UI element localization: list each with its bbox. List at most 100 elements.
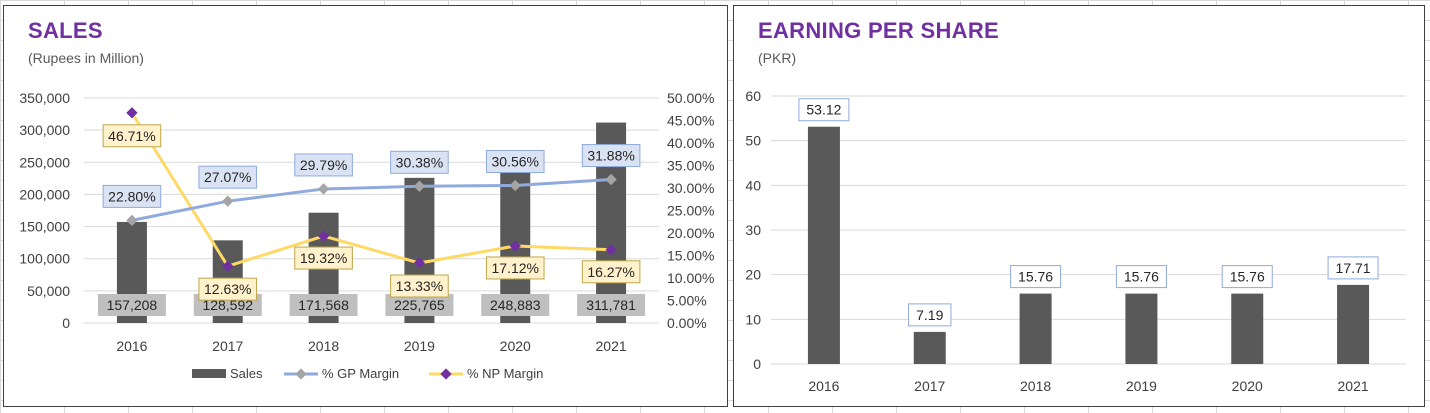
np-margin-marker bbox=[222, 260, 234, 272]
y2-tick-label: 25.00% bbox=[667, 203, 714, 219]
np-margin-marker bbox=[126, 107, 138, 119]
y2-tick-label: 10.00% bbox=[667, 270, 714, 286]
np-data-label: 12.63% bbox=[204, 281, 251, 297]
np-margin-marker bbox=[509, 240, 521, 252]
eps-data-label: 15.76 bbox=[1230, 269, 1265, 285]
y-tick-label: 10 bbox=[745, 311, 761, 327]
gp-data-label-box bbox=[198, 165, 258, 189]
np-data-label-box bbox=[581, 260, 641, 284]
y-tick-label: 50,000 bbox=[27, 283, 70, 299]
y2-tick-label: 50.00% bbox=[667, 90, 714, 106]
gp-data-label: 27.07% bbox=[204, 169, 251, 185]
gp-margin-marker bbox=[222, 195, 234, 207]
y-tick-label: 40 bbox=[745, 177, 761, 193]
x-tick-label: 2016 bbox=[808, 378, 839, 394]
y-tick-label: 150,000 bbox=[19, 219, 70, 235]
x-tick-label: 2018 bbox=[1020, 378, 1051, 394]
gp-margin-marker bbox=[509, 179, 521, 192]
eps-bar bbox=[1337, 284, 1370, 364]
eps-bar bbox=[1019, 293, 1052, 364]
eps-chart-plot: 0 10 20 30 40 50 60 2016 2017 2018 2019 2020 2021 53.… bbox=[745, 88, 1406, 394]
np-margin-marker bbox=[413, 257, 426, 269]
sales-data-label: 225,765 bbox=[394, 297, 445, 313]
sales-chart-panel[interactable]: SALES (Rupees in Million) 0 50,000 100,000… bbox=[3, 5, 728, 407]
eps-chart-panel[interactable]: EARNING PER SHARE (PKR) 0 10 20 30 40 50 60 201… bbox=[733, 5, 1425, 407]
gp-data-label-box bbox=[102, 184, 162, 208]
gp-margin-marker bbox=[413, 180, 426, 192]
gp-data-label-box bbox=[390, 150, 449, 174]
np-margin-line bbox=[130, 112, 612, 268]
eps-bar bbox=[1231, 293, 1264, 364]
eps-data-label-box bbox=[1010, 265, 1062, 289]
np-margin-marker bbox=[317, 230, 330, 242]
gp-data-label: 31.88% bbox=[587, 148, 634, 164]
legend-gp-label: % GP Margin bbox=[322, 366, 399, 381]
x-tick-label: 2017 bbox=[212, 338, 243, 354]
eps-bar bbox=[807, 126, 840, 364]
sales-chart-title: SALES bbox=[28, 18, 103, 43]
np-data-label: 17.12% bbox=[492, 260, 539, 276]
eps-data-label-box bbox=[1115, 265, 1167, 289]
legend-gp-marker bbox=[295, 368, 307, 380]
x-tick-label: 2019 bbox=[1126, 378, 1157, 394]
sales-label-box bbox=[97, 294, 166, 316]
y-tick-label: 100,000 bbox=[19, 251, 70, 267]
gp-data-label: 22.80% bbox=[108, 188, 155, 204]
sales-label-box bbox=[577, 294, 646, 316]
gp-margin-marker bbox=[605, 173, 617, 186]
legend-np-label: % NP Margin bbox=[467, 366, 543, 381]
sales-label-box bbox=[289, 294, 358, 316]
eps-bar bbox=[913, 331, 946, 364]
x-tick-label: 2019 bbox=[404, 338, 435, 354]
np-margin-marker bbox=[605, 244, 617, 256]
y-tick-label: 300,000 bbox=[19, 122, 70, 138]
sales-chart-plot: 0 50,000 100,000 150,000 200,000 250,000 300,0… bbox=[19, 90, 714, 381]
gp-data-label-box bbox=[485, 149, 545, 173]
y-tick-label: 20 bbox=[745, 267, 761, 283]
sales-data-label: 311,781 bbox=[586, 297, 636, 313]
y-tick-label: 0 bbox=[62, 315, 70, 331]
sales-data-label: 157,208 bbox=[107, 297, 158, 313]
gp-data-label: 30.38% bbox=[396, 154, 443, 170]
y2-tick-label: 20.00% bbox=[667, 225, 714, 241]
eps-data-label: 15.76 bbox=[1018, 269, 1053, 285]
gp-margin-marker bbox=[317, 183, 330, 195]
np-data-label-box bbox=[485, 256, 545, 280]
y2-tick-label: 45.00% bbox=[667, 113, 714, 129]
eps-data-label: 17.71 bbox=[1336, 260, 1371, 276]
y-tick-label: 60 bbox=[745, 88, 761, 104]
x-tick-label: 2021 bbox=[1338, 378, 1369, 394]
x-tick-label: 2020 bbox=[500, 338, 531, 354]
np-data-label: 16.27% bbox=[587, 264, 634, 280]
y2-tick-label: 40.00% bbox=[667, 135, 714, 151]
np-data-label: 13.33% bbox=[396, 278, 443, 294]
eps-chart-subtitle: (PKR) bbox=[758, 50, 797, 66]
eps-chart-title: EARNING PER SHARE bbox=[758, 18, 1000, 43]
legend-sales-swatch bbox=[192, 369, 226, 378]
y-tick-label: 250,000 bbox=[19, 154, 70, 170]
x-tick-label: 2017 bbox=[914, 378, 945, 394]
gp-data-label: 30.56% bbox=[492, 153, 539, 169]
x-tick-label: 2021 bbox=[596, 338, 627, 354]
eps-data-label-box bbox=[908, 303, 952, 327]
eps-bar bbox=[1125, 293, 1158, 364]
np-data-label: 19.32% bbox=[300, 250, 347, 266]
y2-tick-label: 15.00% bbox=[667, 248, 714, 264]
gp-data-label: 29.79% bbox=[300, 157, 347, 173]
np-data-label-box bbox=[294, 246, 353, 270]
x-tick-label: 2020 bbox=[1232, 378, 1263, 394]
sales-label-box bbox=[385, 294, 454, 316]
eps-data-label-box bbox=[1221, 265, 1273, 289]
y-tick-label: 200,000 bbox=[19, 186, 70, 202]
gp-data-label-box bbox=[294, 153, 353, 177]
sales-data-label: 248,883 bbox=[490, 297, 541, 313]
eps-data-label-box bbox=[1327, 256, 1379, 280]
np-data-label-box bbox=[198, 277, 258, 301]
eps-data-label: 15.76 bbox=[1124, 269, 1159, 285]
gp-margin-line bbox=[131, 178, 612, 222]
y-tick-label: 350,000 bbox=[19, 90, 70, 106]
x-tick-label: 2016 bbox=[116, 338, 147, 354]
y2-tick-label: 0.00% bbox=[667, 315, 707, 331]
sales-chart-subtitle: (Rupees in Million) bbox=[28, 50, 144, 66]
x-tick-label: 2018 bbox=[308, 338, 339, 354]
